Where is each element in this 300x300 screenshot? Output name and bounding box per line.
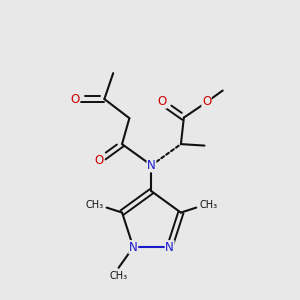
Text: O: O — [70, 93, 80, 106]
Text: N: N — [165, 241, 174, 254]
Text: O: O — [157, 95, 167, 108]
Text: N: N — [129, 241, 138, 254]
Text: CH₃: CH₃ — [110, 271, 128, 281]
Text: CH₃: CH₃ — [85, 200, 103, 210]
Text: N: N — [147, 159, 156, 172]
Text: CH₃: CH₃ — [200, 200, 218, 210]
Text: O: O — [95, 154, 104, 167]
Text: O: O — [202, 95, 211, 108]
